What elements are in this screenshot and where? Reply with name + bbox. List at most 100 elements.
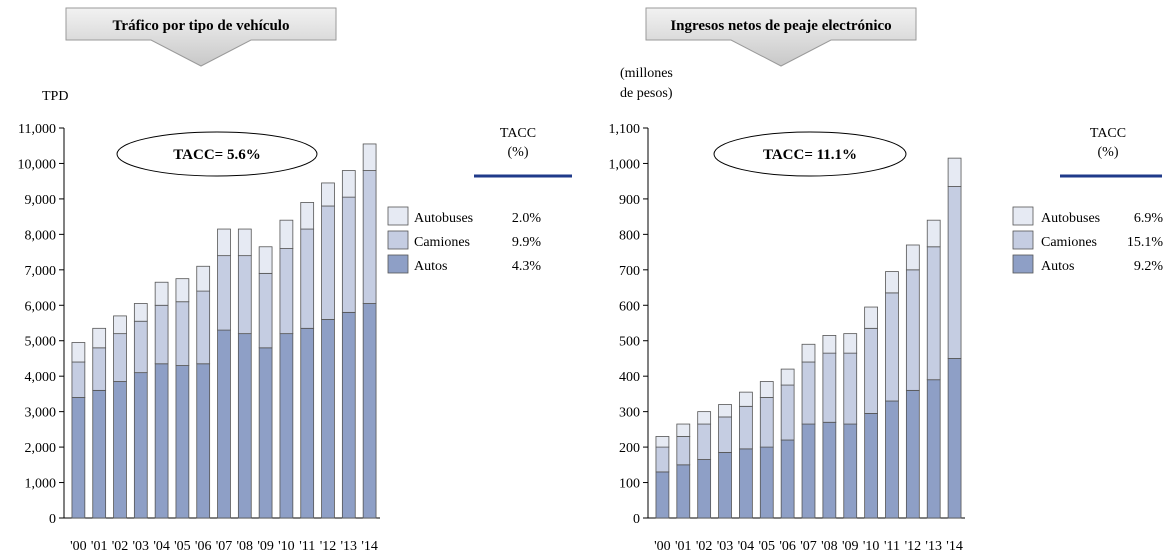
tacc-total-oval — [713, 131, 907, 177]
x-tick-label: '06 — [779, 539, 796, 554]
x-tick-label: '01 — [91, 539, 108, 554]
bar-camiones — [843, 352, 858, 425]
y-tick-label: 0 — [633, 512, 640, 527]
legend-label-autobuses: Autobuses — [414, 211, 473, 226]
bar-camiones — [279, 248, 294, 335]
x-tick-label: '03 — [133, 539, 150, 554]
bar-autos — [905, 389, 920, 519]
x-tick-label: '02 — [696, 539, 713, 554]
bar-autos — [71, 397, 86, 519]
bar-autobuses — [300, 202, 315, 230]
x-tick-label: '07 — [216, 539, 233, 554]
bar-camiones — [71, 361, 86, 398]
x-tick-label: '00 — [70, 539, 87, 554]
bar-camiones — [739, 405, 753, 450]
bar-autobuses — [905, 244, 920, 271]
x-tick-label: '14 — [946, 539, 963, 554]
bar-autobuses — [676, 423, 691, 437]
bar-autos — [739, 448, 753, 519]
bar-autos — [237, 333, 252, 519]
bar-autobuses — [362, 143, 377, 171]
bar-camiones — [905, 269, 920, 391]
bar-autobuses — [655, 436, 670, 448]
y-tick-label: 400 — [619, 370, 640, 385]
x-tick-label: '11 — [884, 539, 900, 554]
bar-autos — [843, 423, 858, 519]
bar-autobuses — [321, 182, 335, 207]
x-tick-label: '02 — [112, 539, 129, 554]
bar-camiones — [175, 301, 190, 366]
bar-autos — [697, 459, 712, 519]
legend-tacc-camiones: 9.9% — [512, 235, 542, 250]
bar-autobuses — [822, 335, 837, 354]
chart-title: Tráfico por tipo de vehículo — [113, 18, 290, 34]
bar-autos — [801, 423, 816, 519]
y-tick-label: 11,000 — [18, 122, 56, 137]
bar-autos — [822, 421, 837, 519]
bar-autobuses — [947, 157, 962, 187]
bar-autobuses — [801, 343, 816, 363]
y-tick-label: 9,000 — [25, 193, 57, 208]
y-tick-label: 7,000 — [25, 264, 57, 279]
x-tick-label: '04 — [153, 539, 170, 554]
bar-autos — [92, 389, 107, 519]
legend-label-camiones: Camiones — [1041, 235, 1097, 250]
bar-autobuses — [154, 281, 169, 306]
tacc-total-label: TACC= 11.1% — [763, 147, 857, 163]
bar-autobuses — [759, 381, 774, 398]
y-tick-label: 800 — [619, 228, 640, 243]
y-tick-label: 300 — [619, 406, 640, 421]
bar-camiones — [718, 416, 732, 453]
bar-autos — [655, 471, 670, 519]
bar-camiones — [154, 304, 169, 365]
y-tick-label: 8,000 — [25, 228, 57, 243]
bar-camiones — [341, 196, 356, 313]
legend-swatch-autobuses — [1012, 206, 1034, 226]
bar-autobuses — [237, 228, 252, 257]
bar-camiones — [780, 384, 795, 441]
legend-tacc-autobuses: 2.0% — [512, 211, 542, 226]
x-tick-label: '13 — [925, 539, 942, 554]
tacc-total-label: TACC= 5.6% — [173, 147, 260, 163]
y-tick-label: 1,000 — [25, 477, 57, 492]
legend-swatch-autobuses — [387, 206, 409, 226]
y-tick-label: 5,000 — [25, 335, 57, 350]
y-tick-label: 600 — [619, 299, 640, 314]
bar-autos — [759, 446, 774, 519]
y-tick-label: 0 — [49, 512, 56, 527]
bar-camiones — [864, 327, 878, 414]
bar-camiones — [759, 397, 774, 448]
bar-camiones — [133, 320, 148, 374]
legend-swatch-autos — [387, 254, 409, 274]
bar-autobuses — [196, 265, 211, 292]
bar-autos — [321, 319, 335, 519]
legend-swatch-camiones — [1012, 230, 1034, 250]
bar-camiones — [362, 170, 377, 304]
bar-camiones — [801, 361, 816, 425]
x-tick-label: '08 — [237, 539, 254, 554]
bar-autos — [947, 358, 962, 519]
bar-camiones — [947, 186, 962, 359]
x-tick-label: '10 — [278, 539, 295, 554]
x-tick-label: '13 — [341, 539, 358, 554]
legend-label-autobuses: Autobuses — [1041, 211, 1100, 226]
legend-swatch-autos — [1012, 254, 1034, 274]
bar-camiones — [676, 436, 691, 466]
y-tick-label: 2,000 — [25, 441, 57, 456]
x-tick-label: '12 — [320, 539, 337, 554]
bar-autobuses — [739, 391, 753, 407]
bar-autobuses — [279, 219, 294, 249]
bar-camiones — [926, 246, 941, 381]
y-tick-label: 900 — [619, 193, 640, 208]
y-tick-label: 1,100 — [609, 122, 641, 137]
legend-label-autos: Autos — [414, 259, 447, 274]
x-tick-label: '14 — [361, 539, 378, 554]
bar-autos — [175, 365, 190, 519]
revenue-chart: Ingresos netos de peaje electrónico (mill… — [609, 7, 1163, 554]
bar-autos — [718, 452, 732, 519]
x-tick-label: '12 — [905, 539, 922, 554]
bar-autobuses — [926, 219, 941, 248]
x-tick-label: '10 — [863, 539, 880, 554]
y-tick-label: 3,000 — [25, 406, 57, 421]
